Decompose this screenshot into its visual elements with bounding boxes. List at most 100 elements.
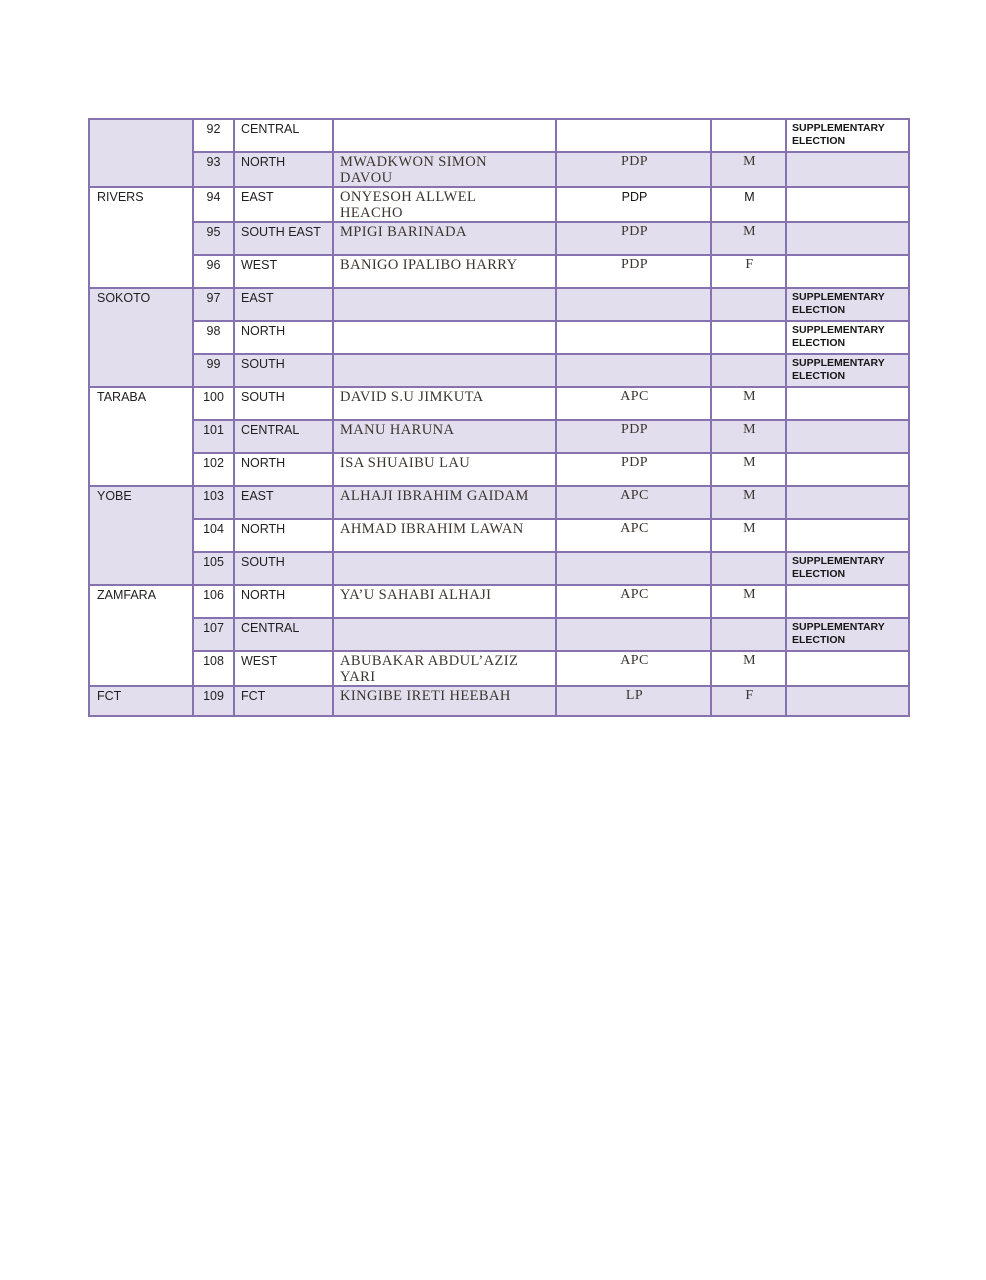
- note-cell: [785, 452, 910, 487]
- gender-cell: M: [710, 485, 787, 520]
- sn-cell: 97: [192, 287, 235, 322]
- sn-cell: 109: [192, 685, 235, 717]
- table-row: FCT 109 FCT KINGIBE IRETI HEEBAH LP F: [88, 685, 910, 717]
- district-cell: NORTH: [233, 320, 334, 355]
- district-cell: NORTH: [233, 452, 334, 487]
- party-cell: PDP: [555, 151, 712, 188]
- district-cell: CENTRAL: [233, 617, 334, 652]
- gender-cell: M: [710, 386, 787, 421]
- state-cell: [88, 118, 194, 188]
- gender-cell: F: [710, 254, 787, 289]
- gender-cell: [710, 287, 787, 322]
- table-row: ZAMFARA 106 NORTH YA’U SAHABI ALHAJI APC M: [88, 584, 910, 687]
- gender-cell: M: [710, 419, 787, 454]
- state-cell: YOBE: [88, 485, 194, 586]
- party-cell: [555, 551, 712, 586]
- table-row: 98 NORTH SUPPLEMENTARY ELECTION: [89, 320, 910, 355]
- district-cell: NORTH: [233, 518, 334, 553]
- table-row: 99 SOUTH SUPPLEMENTARY ELECTION: [89, 353, 910, 388]
- sn-cell: 93: [192, 151, 235, 188]
- sn-cell: 95: [192, 221, 235, 256]
- party-cell: LP: [555, 685, 712, 717]
- note-cell: [785, 151, 910, 188]
- note-cell: SUPPLEMENTARY ELECTION: [785, 320, 910, 355]
- sn-cell: 106: [192, 584, 235, 619]
- district-cell: CENTRAL: [233, 118, 334, 153]
- candidate-name-cell: ISA SHUAIBU LAU: [332, 452, 557, 487]
- gender-cell: [710, 320, 787, 355]
- district-cell: WEST: [233, 650, 334, 687]
- table-row: 104 NORTH AHMAD IBRAHIM LAWAN APC M: [89, 518, 910, 553]
- district-cell: NORTH: [233, 584, 334, 619]
- party-cell: [555, 118, 712, 153]
- table-row: 92 CENTRAL SUPPLEMENTARY ELECTION: [88, 118, 910, 188]
- note-cell: SUPPLEMENTARY ELECTION: [785, 353, 910, 388]
- candidate-name-cell: [332, 320, 557, 355]
- candidate-name-cell: YA’U SAHABI ALHAJI: [332, 584, 557, 619]
- candidate-name-cell: DAVID S.U JIMKUTA: [332, 386, 557, 421]
- table-row: TARABA 100 SOUTH DAVID S.U JIMKUTA APC M: [88, 386, 910, 487]
- table-row: 108 WEST ABUBAKAR ABDUL’AZIZ YARI APC M: [89, 650, 910, 687]
- gender-cell: [710, 353, 787, 388]
- party-cell: APC: [555, 386, 712, 421]
- candidate-name-cell: [332, 287, 557, 322]
- party-cell: [555, 353, 712, 388]
- party-cell: APC: [555, 584, 712, 619]
- sn-cell: 107: [192, 617, 235, 652]
- note-cell: [785, 685, 910, 717]
- sn-cell: 98: [192, 320, 235, 355]
- state-cell: SOKOTO: [88, 287, 194, 388]
- sn-cell: 108: [192, 650, 235, 687]
- candidate-name-cell: [332, 353, 557, 388]
- party-cell: PDP: [555, 254, 712, 289]
- party-cell: [555, 617, 712, 652]
- gender-cell: M: [710, 518, 787, 553]
- note-cell: SUPPLEMENTARY ELECTION: [785, 118, 910, 153]
- candidate-name-cell: AHMAD IBRAHIM LAWAN: [332, 518, 557, 553]
- table-row: YOBE 103 EAST ALHAJI IBRAHIM GAIDAM APC M: [88, 485, 910, 586]
- gender-cell: [710, 617, 787, 652]
- gender-cell: M: [710, 151, 787, 188]
- note-cell: [785, 518, 910, 553]
- note-cell: SUPPLEMENTARY ELECTION: [785, 617, 910, 652]
- sn-cell: 105: [192, 551, 235, 586]
- note-cell: SUPPLEMENTARY ELECTION: [785, 551, 910, 586]
- table-row: 102 NORTH ISA SHUAIBU LAU PDP M: [89, 452, 910, 487]
- district-cell: EAST: [233, 287, 334, 322]
- table-row: 107 CENTRAL SUPPLEMENTARY ELECTION: [89, 617, 910, 652]
- candidate-name-cell: KINGIBE IRETI HEEBAH: [332, 685, 557, 717]
- party-cell: PDP: [555, 419, 712, 454]
- note-cell: [785, 584, 910, 619]
- candidate-name-cell: [332, 551, 557, 586]
- gender-cell: [710, 118, 787, 153]
- state-cell: ZAMFARA: [88, 584, 194, 687]
- district-cell: SOUTH EAST: [233, 221, 334, 256]
- sn-cell: 92: [192, 118, 235, 153]
- candidate-name-cell: ABUBAKAR ABDUL’AZIZ YARI: [332, 650, 557, 687]
- party-cell: APC: [555, 650, 712, 687]
- district-cell: FCT: [233, 685, 334, 717]
- table-row: 93 NORTH MWADKWON SIMON DAVOU PDP M: [89, 151, 910, 188]
- candidate-name-cell: ALHAJI IBRAHIM GAIDAM: [332, 485, 557, 520]
- gender-cell: M: [710, 452, 787, 487]
- party-cell: APC: [555, 518, 712, 553]
- gender-cell: M: [710, 186, 787, 223]
- note-cell: [785, 485, 910, 520]
- candidate-name-cell: MANU HARUNA: [332, 419, 557, 454]
- state-cell: TARABA: [88, 386, 194, 487]
- note-cell: SUPPLEMENTARY ELECTION: [785, 287, 910, 322]
- party-cell: PDP: [555, 221, 712, 256]
- note-cell: [785, 419, 910, 454]
- sn-cell: 101: [192, 419, 235, 454]
- gender-cell: F: [710, 685, 787, 717]
- candidate-name-cell: MPIGI BARINADA: [332, 221, 557, 256]
- party-cell: [555, 320, 712, 355]
- sn-cell: 104: [192, 518, 235, 553]
- party-cell: PDP: [555, 186, 712, 223]
- table-row: 96 WEST BANIGO IPALIBO HARRY PDP F: [89, 254, 910, 289]
- note-cell: [785, 650, 910, 687]
- district-cell: WEST: [233, 254, 334, 289]
- gender-cell: [710, 551, 787, 586]
- sn-cell: 96: [192, 254, 235, 289]
